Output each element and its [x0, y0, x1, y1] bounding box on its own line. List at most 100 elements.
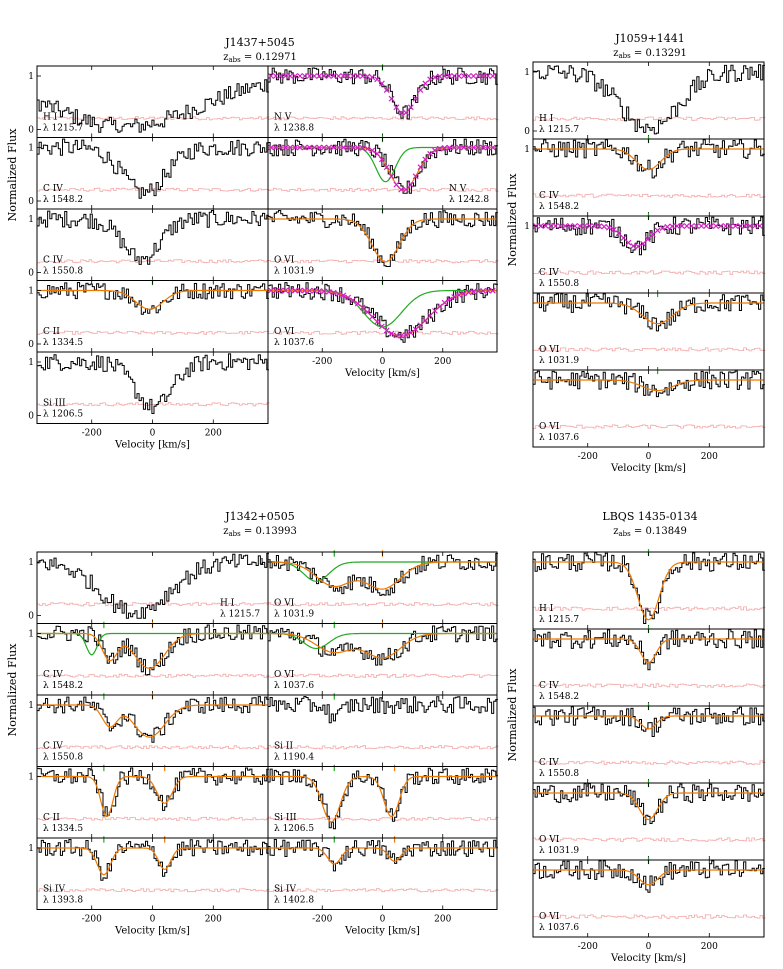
ion-label: C IV: [539, 681, 559, 691]
x-tick-label: 0: [646, 942, 652, 952]
fit-marker: [306, 287, 313, 294]
error-spectrum: [533, 914, 766, 919]
model-profile: [533, 869, 764, 886]
fit-marker: [601, 223, 608, 230]
flux-spectrum: [37, 210, 269, 265]
error-spectrum: [37, 673, 270, 678]
y-tick-label: 0: [28, 612, 34, 622]
fit-marker: [422, 317, 429, 324]
fit-marker: [427, 312, 434, 319]
error-spectrum: [268, 330, 499, 335]
fit-marker: [456, 292, 462, 298]
fit-marker: [756, 223, 763, 229]
fit-marker: [340, 73, 347, 79]
fit-marker: [268, 73, 274, 79]
fit-marker: [422, 156, 429, 163]
fit-marker: [403, 186, 409, 193]
fit-marker: [350, 144, 356, 151]
ion-label: C II: [43, 327, 60, 337]
fit-marker: [383, 87, 390, 93]
fit-marker: [407, 181, 414, 188]
fit-marker: [364, 73, 371, 80]
fit-marker: [350, 73, 356, 79]
wavelength-label: λ 1334.5: [43, 338, 83, 348]
fit-marker: [489, 287, 496, 294]
ion-label: H I: [539, 114, 554, 124]
fit-marker: [325, 144, 332, 151]
fit-marker: [311, 144, 318, 151]
fit-marker: [610, 226, 617, 233]
fit-marker: [489, 73, 496, 79]
fit-marker: [354, 144, 361, 151]
y-tick-label: 0: [28, 340, 34, 350]
fit-marker: [412, 326, 419, 333]
system-title: J1437+5045: [224, 36, 295, 49]
fit-marker: [751, 223, 758, 229]
x-axis-label: Velocity [km/s]: [344, 368, 420, 379]
fit-marker: [398, 333, 405, 339]
fit-marker: [683, 223, 690, 229]
model-profile: [268, 561, 497, 590]
y-tick-label: 1: [28, 215, 34, 225]
x-tick-label: 200: [205, 915, 222, 925]
fit-marker: [737, 223, 744, 229]
ion-label: O VI: [274, 599, 295, 609]
y-tick-label: 0: [524, 127, 530, 137]
fit-marker: [630, 243, 637, 249]
fit-marker: [451, 294, 458, 300]
wavelength-label: λ 1037.6: [539, 433, 579, 443]
system-title: J1342+0505: [224, 510, 295, 523]
fit-marker: [393, 181, 400, 188]
flux-spectrum: [533, 629, 765, 671]
component-profile: [268, 561, 497, 582]
fit-marker: [335, 144, 342, 151]
fit-marker: [403, 332, 409, 338]
error-spectrum: [37, 888, 270, 893]
fit-marker: [432, 74, 438, 81]
model-profile: [37, 632, 268, 669]
panel-CII-1334.5: 0 1 C IIλ 1334.5: [28, 278, 270, 353]
fit-marker: [649, 231, 656, 238]
fit-marker: [470, 73, 477, 79]
fit-marker: [306, 73, 313, 79]
x-tick-label: 200: [434, 357, 451, 367]
fit-marker: [557, 223, 564, 229]
fit-marker: [321, 144, 327, 151]
fit-marker: [330, 144, 337, 151]
fit-marker: [325, 288, 332, 295]
fit-marker: [378, 80, 385, 87]
error-spectrum: [37, 187, 270, 192]
fit-marker: [441, 145, 448, 151]
flux-spectrum: [37, 353, 269, 414]
wavelength-label: λ 1037.6: [274, 338, 314, 348]
fit-marker: [698, 223, 705, 229]
wavelength-label: λ 1031.9: [539, 846, 579, 856]
model-profile: [268, 847, 497, 865]
fit-marker: [422, 80, 429, 87]
fit-marker: [277, 287, 284, 294]
ion-label: O VI: [274, 670, 295, 680]
fit-marker: [277, 73, 284, 79]
y-tick-label: 1: [259, 558, 265, 568]
ion-label: Si IV: [43, 885, 65, 895]
fit-marker: [596, 223, 603, 230]
error-spectrum: [533, 424, 766, 429]
fit-marker: [374, 318, 381, 325]
model-profile: [37, 847, 268, 876]
fit-marker: [615, 230, 622, 237]
model-profile: [268, 775, 497, 823]
y-axis-label: Normalized Flux: [506, 173, 519, 267]
panel-CIV-1548.2: C IVλ 1548.2: [532, 626, 766, 707]
error-spectrum: [533, 606, 766, 611]
fit-marker: [432, 307, 438, 314]
fit-marker: [350, 297, 356, 304]
wavelength-label: λ 1550.8: [539, 769, 579, 779]
fit-marker: [306, 144, 313, 151]
fit-marker: [282, 287, 289, 294]
fit-marker: [446, 73, 453, 79]
ion-label: O VI: [539, 422, 560, 432]
fit-marker: [359, 73, 366, 80]
wavelength-label: λ 1548.2: [539, 202, 579, 212]
panel-OVI-1037.6: O VIλ 1037.6 -200 0 200 Velocity [km/s]: [532, 367, 766, 474]
